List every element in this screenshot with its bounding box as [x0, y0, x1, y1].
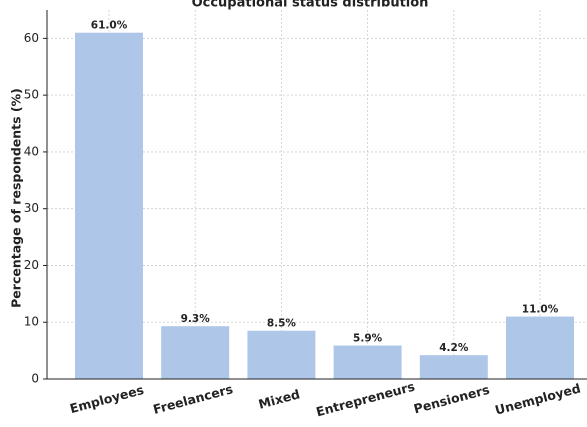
y-tick-label: 0: [31, 372, 39, 386]
bar: [247, 330, 316, 379]
y-tick-label: 10: [24, 315, 39, 329]
x-tick-label: Freelancers: [151, 381, 234, 417]
value-label: 9.3%: [181, 313, 211, 325]
value-label: 11.0%: [522, 304, 559, 316]
bar: [161, 326, 230, 379]
value-label: 4.2%: [439, 342, 469, 354]
value-label: 8.5%: [267, 318, 297, 330]
bar: [506, 316, 574, 379]
bar: [333, 345, 402, 379]
x-tick-label: Mixed: [257, 386, 302, 411]
bar: [419, 355, 488, 379]
value-label: 61.0%: [91, 20, 128, 32]
y-tick-label: 40: [24, 144, 39, 158]
value-label: 5.9%: [353, 333, 383, 345]
chart-title: Occupational status distribution: [192, 0, 429, 11]
x-tick-label: Unemployed: [493, 380, 582, 417]
x-tick-label: Entrepreneurs: [314, 379, 416, 420]
x-tick-label: Pensioners: [412, 382, 491, 417]
bar: [75, 32, 143, 379]
y-tick-label: 20: [24, 258, 39, 272]
x-tick-label: Employees: [68, 382, 145, 416]
y-axis-label: Percentage of respondents (%): [9, 88, 24, 308]
y-tick-label: 60: [24, 31, 39, 45]
y-tick-label: 30: [24, 201, 39, 215]
y-tick-label: 50: [24, 88, 39, 102]
